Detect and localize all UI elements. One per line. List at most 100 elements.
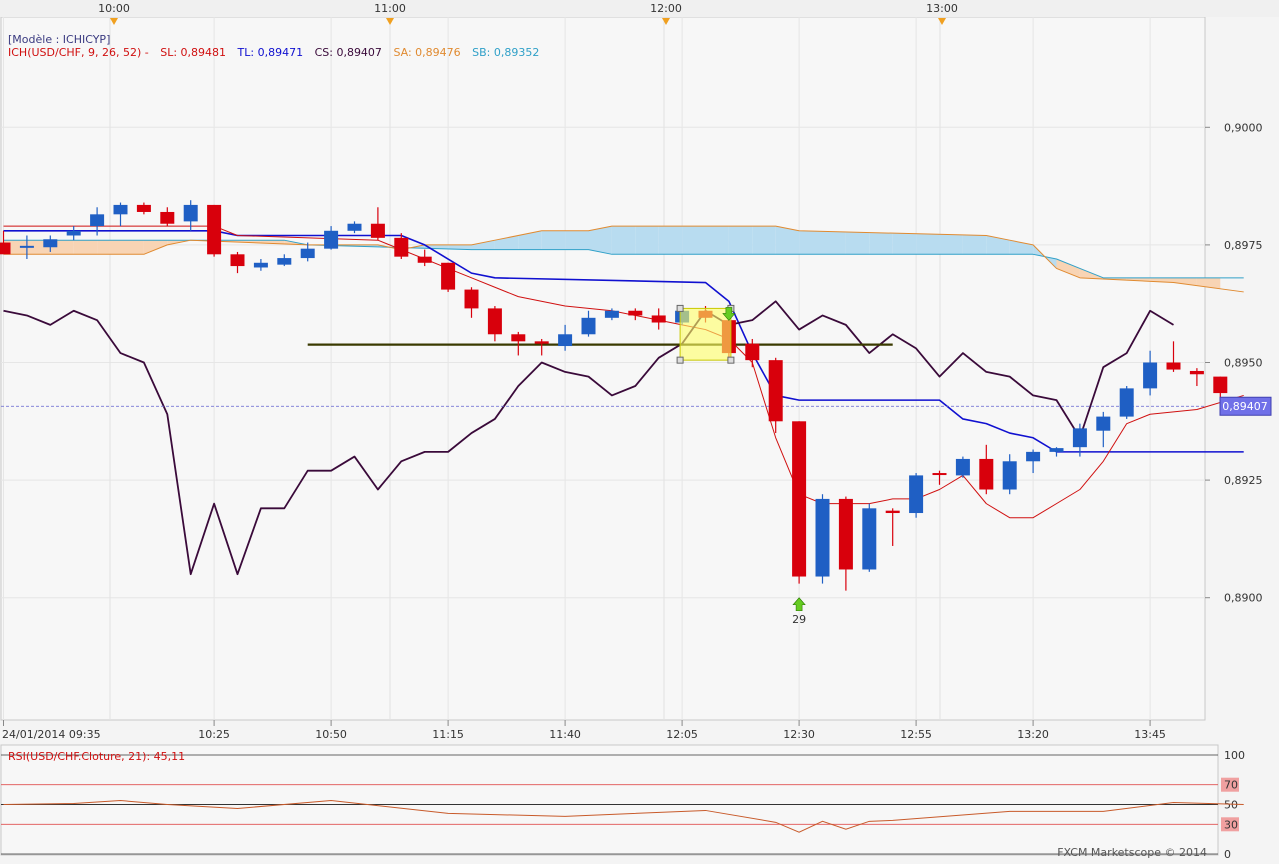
- candle: [1026, 449, 1041, 474]
- candle: [1002, 454, 1017, 495]
- x-tick-label: 10:25: [198, 728, 230, 741]
- rsi-level-label: 50: [1224, 799, 1238, 812]
- buy-arrow-icon: [792, 597, 806, 612]
- cloud-segment: [916, 233, 940, 255]
- candle: [277, 254, 292, 267]
- candle: [885, 508, 900, 546]
- candle-body: [43, 239, 58, 248]
- x-tick-label: 12:30: [783, 728, 815, 741]
- candle: [838, 496, 853, 591]
- candle-body: [862, 508, 877, 570]
- selection-handle-icon[interactable]: [727, 356, 735, 364]
- candle: [207, 204, 222, 257]
- top-time-label: 13:00: [926, 2, 958, 15]
- main-pane[interactable]: 29 0,8900 0,8925 0,8950 0,8975 0,9000 0,89407…: [0, 16, 1272, 741]
- candle-body: [136, 204, 151, 212]
- candle-body: [230, 254, 245, 267]
- x-tick-label: 24/01/2014 09:35: [2, 728, 101, 741]
- y-tick-label: 0,8975: [1224, 239, 1263, 252]
- candle: [113, 202, 128, 227]
- candle: [604, 308, 619, 321]
- y-tick-label: 0,9000: [1224, 121, 1263, 134]
- cloud-segment: [448, 244, 472, 250]
- model-label: [Modèle : ICHICYP]: [8, 33, 110, 46]
- candle: [955, 456, 970, 478]
- candle-body: [511, 334, 526, 342]
- rsi-level-label: 0: [1224, 848, 1231, 860]
- hour-marker-icon: [662, 18, 670, 25]
- candle: [347, 221, 362, 234]
- candle: [979, 444, 994, 495]
- candle-body: [1143, 362, 1158, 389]
- rsi-level-label: 70: [1224, 779, 1238, 792]
- cloud-segment: [635, 226, 659, 255]
- candle-body: [207, 204, 222, 255]
- candle-body: [464, 289, 479, 309]
- candle: [1189, 368, 1204, 387]
- candle-body: [604, 310, 619, 318]
- rsi-label: RSI(USD/CHF.Cloture, 21): 45,11: [8, 750, 185, 763]
- candle-body: [183, 204, 198, 222]
- candle-body: [932, 473, 947, 476]
- candle-body: [300, 248, 315, 259]
- candle: [19, 235, 34, 260]
- chikou-line: [3, 300, 1174, 576]
- cloud-segment: [682, 226, 706, 255]
- candle-body: [347, 223, 362, 231]
- candle: [1049, 447, 1064, 457]
- candle-body: [581, 317, 596, 335]
- legend-tl: TL: 0,89471: [237, 46, 304, 59]
- time-axis[interactable]: 24/01/2014 09:35 10:25 10:50 11:15 11:40 12:0…: [2, 720, 1166, 741]
- candle: [66, 226, 81, 241]
- candle: [815, 494, 830, 584]
- candle-body: [1002, 461, 1017, 490]
- candle-body: [1119, 388, 1134, 417]
- candle-body: [558, 334, 573, 347]
- candle-body: [66, 230, 81, 236]
- annotations[interactable]: 29: [676, 304, 806, 626]
- legend-sl: SL: 0,89481: [160, 46, 226, 59]
- candle: [909, 473, 924, 518]
- candle: [511, 331, 526, 356]
- candle-body: [394, 237, 409, 257]
- cloud-segment: [705, 226, 729, 255]
- top-time-label: 10:00: [98, 2, 130, 15]
- candle-body: [0, 242, 11, 255]
- candle: [768, 357, 783, 434]
- candle-body: [838, 498, 853, 570]
- candle-body: [979, 458, 994, 490]
- top-time-label: 12:00: [650, 2, 682, 15]
- candle: [43, 235, 58, 252]
- x-tick-label: 12:05: [666, 728, 698, 741]
- candle: [0, 230, 11, 255]
- candle: [932, 470, 947, 485]
- cloud-segment: [799, 230, 823, 255]
- rsi-series-line: [3, 800, 1244, 833]
- rsi-pane[interactable]: 100 70 50 30 0 RSI(USD/CHF.Cloture, 21): 45,…: [0, 744, 1245, 861]
- cloud-segment: [143, 240, 168, 255]
- candle-body: [909, 475, 924, 514]
- candle: [183, 200, 198, 231]
- candle: [253, 259, 268, 271]
- candle-body: [792, 421, 807, 577]
- candle: [651, 308, 666, 330]
- cloud-segment: [845, 231, 870, 255]
- cloud-segment: [471, 240, 495, 250]
- footer-credit: FXCM Marketscope © 2014: [1057, 846, 1207, 859]
- candle-body: [651, 315, 666, 323]
- cloud-segment: [775, 226, 800, 255]
- candle-body: [441, 262, 456, 290]
- selection-handle-icon[interactable]: [676, 356, 684, 364]
- price-axis[interactable]: 0,8900 0,8925 0,8950 0,8975 0,9000 0,89407: [1205, 121, 1272, 605]
- candle: [534, 338, 549, 356]
- chart-header: [Modèle : ICHICYP] ICH(USD/CHF, 9, 26, 5…: [8, 33, 539, 59]
- cloud-segment: [986, 235, 1010, 255]
- candle: [394, 233, 409, 260]
- top-time-axis: 10:00 11:00 12:00 13:00: [0, 0, 1279, 25]
- rsi-levels: 100 70 50 30 0: [1, 749, 1245, 861]
- candle-body: [534, 341, 549, 344]
- cloud-segment: [541, 230, 566, 250]
- hour-marker-icon: [938, 18, 946, 25]
- selection-handle-icon[interactable]: [676, 304, 684, 312]
- candle: [160, 207, 175, 227]
